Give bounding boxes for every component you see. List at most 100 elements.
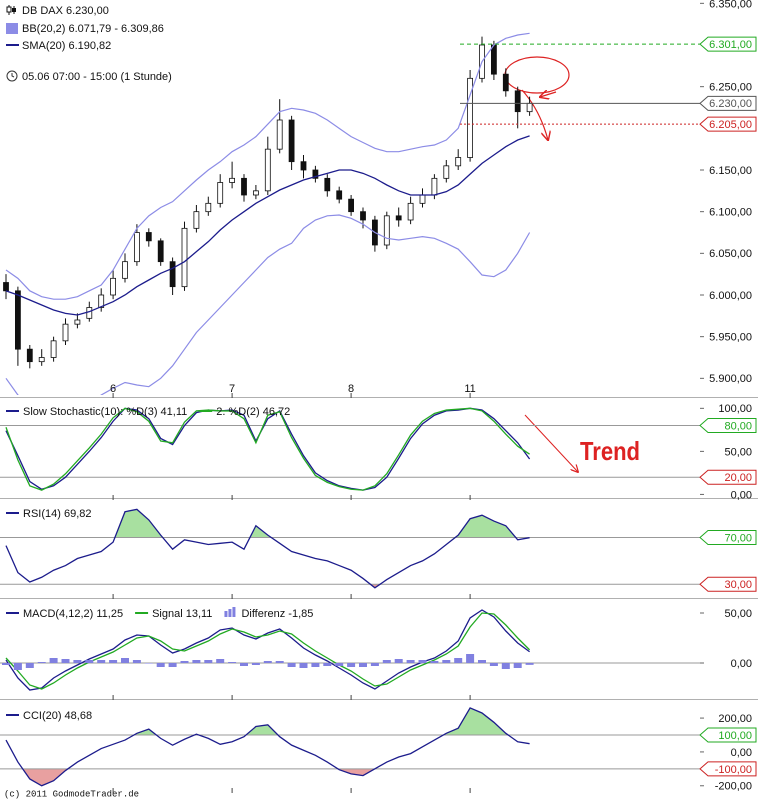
level-box xyxy=(699,727,757,743)
y-tick-label: 6.000,00 xyxy=(709,290,752,302)
legend-label: RSI(14) 69,82 xyxy=(23,508,91,520)
indicator-line xyxy=(5,612,531,690)
histogram-bar xyxy=(132,660,141,663)
candle-body xyxy=(3,282,9,292)
candle-body xyxy=(241,177,247,196)
oversold-fill xyxy=(22,768,375,786)
histogram-bar xyxy=(263,661,272,663)
level-box xyxy=(699,761,757,777)
price-marker-box xyxy=(699,95,757,111)
overbought-fill xyxy=(6,707,530,735)
histogram-bar xyxy=(37,662,46,663)
y-tick-label: 0,00 xyxy=(731,658,752,670)
candle-body xyxy=(50,340,57,358)
histogram-bar xyxy=(168,663,177,667)
histogram-bar xyxy=(49,658,58,663)
candle-body xyxy=(526,102,533,113)
candle-body xyxy=(288,119,295,163)
histogram-bar xyxy=(144,663,153,664)
plot-area xyxy=(0,508,700,589)
candle-body xyxy=(467,77,474,158)
panel-separators xyxy=(0,397,758,700)
indicator-line xyxy=(5,707,530,787)
candle-body xyxy=(122,261,128,279)
level-box xyxy=(699,576,757,592)
legend-label: MACD(4,12,2) 11,25 xyxy=(23,608,123,620)
candle-body xyxy=(205,202,212,213)
histogram-bar xyxy=(2,663,10,665)
footer: (c) 2011 GodmodeTrader.de xyxy=(4,789,139,799)
y-tick-label: 6.350,00 xyxy=(709,0,752,10)
level-label: 70,00 xyxy=(724,532,752,544)
legend-label: DB DAX 6.230,00 xyxy=(22,5,109,17)
histogram-bar xyxy=(204,660,213,663)
trend-arrow xyxy=(524,414,578,472)
histogram-bar xyxy=(61,659,70,663)
price-marker-label: 6.205,00 xyxy=(709,119,752,131)
histogram-bar xyxy=(382,660,391,663)
candle-body xyxy=(490,44,497,75)
oversold-fill xyxy=(6,584,530,588)
legend-label: BB(20,2) 6.071,79 - 6.309,86 xyxy=(22,23,164,35)
x-tick-label: 8 xyxy=(348,383,354,395)
indicator-line xyxy=(5,508,530,589)
candle-body xyxy=(14,290,21,350)
histogram-bar xyxy=(442,660,451,663)
y-tick-label: 6.150,00 xyxy=(709,165,752,177)
histogram-bar xyxy=(418,660,427,663)
candle-body xyxy=(336,190,343,200)
level-label: 100,00 xyxy=(718,730,752,742)
candle-body xyxy=(360,211,366,221)
histogram-bar xyxy=(335,663,344,666)
histogram-bar xyxy=(478,660,486,663)
candle-body xyxy=(217,182,224,204)
price-marker-box xyxy=(699,116,757,132)
candle-body xyxy=(514,90,521,113)
legend-bar-icon xyxy=(228,609,232,617)
indicator-line xyxy=(5,407,530,491)
histogram-bar xyxy=(228,662,237,663)
candle-body xyxy=(86,307,93,319)
y-tick-label: 5.950,00 xyxy=(709,332,752,344)
histogram-bar xyxy=(109,660,118,663)
histogram-bar xyxy=(430,661,439,663)
candle-body xyxy=(300,161,307,171)
candle-body xyxy=(383,215,390,246)
candle-body xyxy=(502,73,509,92)
histogram-bar xyxy=(275,661,284,663)
histogram-bar xyxy=(454,658,463,663)
candle-body xyxy=(62,323,69,342)
histogram-bar xyxy=(359,663,367,667)
candle-body xyxy=(229,177,236,183)
legend-bar-icon xyxy=(232,607,236,617)
chart-subtitle: 05.06 07:00 - 15:00 (1 Stunde) xyxy=(22,71,172,83)
clock-icon xyxy=(11,73,15,78)
y-tick-label: 0,00 xyxy=(731,489,752,501)
candle-body xyxy=(26,348,33,363)
histogram-bar xyxy=(525,663,534,665)
candle-body xyxy=(348,198,355,213)
candle-body xyxy=(431,177,438,196)
candle-body xyxy=(419,194,426,204)
candle-body xyxy=(407,202,414,221)
plot-area xyxy=(3,32,533,395)
legend-label: Differenz -1,85 xyxy=(241,608,313,620)
price-marker-label: 6.230,00 xyxy=(709,98,752,110)
histogram-bar xyxy=(323,663,332,666)
plot-area xyxy=(0,407,700,491)
histogram-bar xyxy=(156,663,165,667)
histogram-bar xyxy=(85,660,94,663)
annotation-arrow xyxy=(521,89,548,140)
histogram-bar xyxy=(513,663,522,668)
candle-body xyxy=(455,157,462,167)
candle-body xyxy=(157,240,164,263)
level-label: 20,00 xyxy=(724,472,752,484)
y-tick-label: 6.050,00 xyxy=(709,248,752,260)
histogram-bar xyxy=(466,654,475,663)
histogram-bar xyxy=(347,663,356,667)
candle-body xyxy=(276,119,283,150)
candle-body xyxy=(252,190,259,196)
legend-bar-icon xyxy=(224,611,228,617)
y-tick-label: 0,00 xyxy=(731,747,752,759)
